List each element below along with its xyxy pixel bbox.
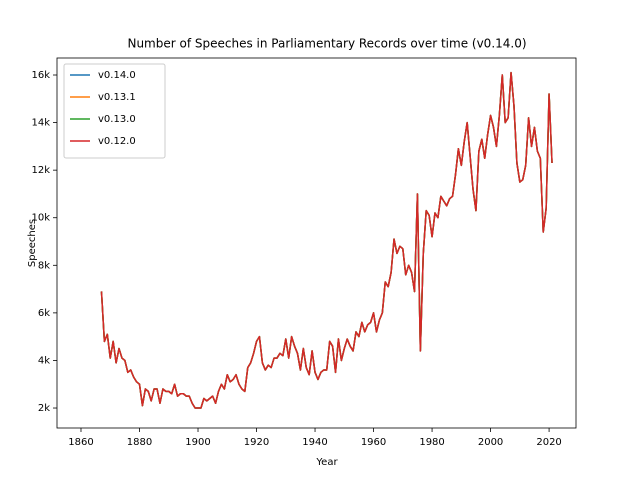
x-tick-label: 2020 xyxy=(536,437,561,448)
x-tick-label: 1940 xyxy=(302,437,327,448)
x-axis-label: Year xyxy=(315,457,338,468)
legend-label: v0.13.1 xyxy=(98,92,136,103)
x-tick-label: 1860 xyxy=(68,437,93,448)
y-axis-label: Speeches xyxy=(27,219,38,267)
y-tick-label: 10k xyxy=(31,213,50,224)
y-tick-label: 16k xyxy=(31,70,50,81)
x-tick-label: 1960 xyxy=(361,437,386,448)
x-tick-label: 1920 xyxy=(244,437,269,448)
legend-label: v0.14.0 xyxy=(98,70,136,81)
series-line xyxy=(100,71,553,409)
plot-frame xyxy=(56,57,577,429)
x-tick-label: 2000 xyxy=(478,437,503,448)
x-tick-label: 1980 xyxy=(419,437,444,448)
y-tick-label: 12k xyxy=(31,165,50,176)
legend-label: v0.12.0 xyxy=(98,136,136,147)
legend-label: v0.13.0 xyxy=(98,114,136,125)
x-tick-label: 1900 xyxy=(185,437,210,448)
y-tick-label: 6k xyxy=(38,308,50,319)
y-tick-label: 2k xyxy=(38,403,50,414)
chart-title: Number of Speeches in Parliamentary Reco… xyxy=(127,37,526,51)
y-tick-label: 4k xyxy=(38,355,50,366)
legend-box xyxy=(63,63,166,159)
x-tick-label: 1880 xyxy=(127,437,152,448)
y-tick-label: 8k xyxy=(38,260,50,271)
y-tick-label: 14k xyxy=(31,118,50,129)
